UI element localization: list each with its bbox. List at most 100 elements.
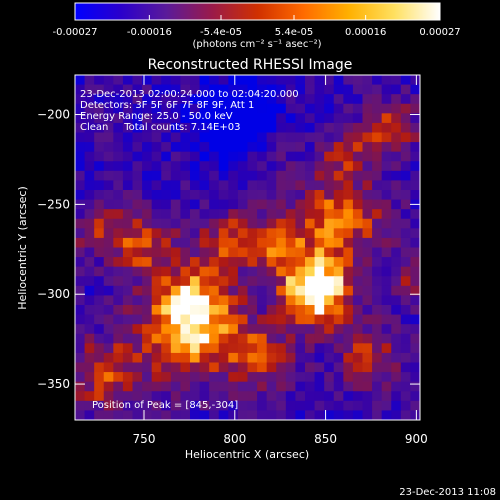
heatmap-cell (285, 84, 297, 95)
heatmap-cell (391, 142, 402, 153)
colorbar-units: (photons cm⁻² s⁻¹ asec⁻²) (192, 39, 321, 50)
heatmap-cell (151, 391, 162, 402)
heatmap-cell (199, 362, 210, 373)
heatmap-cell (314, 161, 325, 172)
heatmap-cell (218, 190, 229, 201)
heatmap-cell (151, 75, 162, 86)
heatmap-cell (305, 132, 316, 143)
heatmap-cell (247, 410, 258, 420)
heatmap-cell (151, 372, 162, 383)
heatmap-cell (180, 343, 191, 354)
heatmap-cell (295, 305, 306, 316)
heatmap-cell (142, 151, 153, 162)
heatmap-cell (228, 295, 239, 306)
heatmap-cell (237, 180, 249, 191)
heatmap-cell (84, 295, 95, 306)
heatmap-cell (75, 352, 86, 364)
heatmap-cell (142, 113, 153, 124)
heatmap-cell (180, 285, 191, 297)
heatmap-cell (314, 362, 325, 373)
heatmap-cell (343, 352, 354, 364)
heatmap-cell (209, 103, 220, 114)
heatmap-cell (84, 362, 95, 373)
heatmap-cell (113, 295, 124, 306)
heatmap-cell (218, 333, 229, 344)
heatmap-cell (410, 132, 420, 143)
heatmap-cell (343, 84, 354, 95)
heatmap-cell (276, 362, 287, 373)
heatmap-cell (333, 142, 344, 153)
heatmap-cell (161, 180, 172, 191)
heatmap-cell (352, 372, 364, 383)
heatmap-cell (343, 324, 354, 335)
heatmap-cell (410, 314, 420, 325)
heatmap-cell (84, 276, 95, 287)
heatmap-cell (372, 400, 383, 412)
heatmap-cell (151, 343, 162, 354)
heatmap-cell (199, 94, 210, 105)
heatmap-cell (94, 84, 105, 95)
heatmap-cell (180, 266, 191, 277)
heatmap-cell (237, 352, 249, 364)
heatmap-cell (190, 94, 201, 105)
heatmap-cell (362, 381, 373, 392)
heatmap-cell (218, 113, 229, 124)
heatmap-cell (343, 257, 354, 268)
heatmap-cell (333, 343, 344, 354)
heatmap-cell (170, 180, 182, 191)
heatmap-cell (391, 75, 402, 86)
heatmap-cell (132, 132, 143, 143)
y-axis-ticks: −200 −250 −300 −350 (37, 108, 420, 391)
heatmap-cell (257, 228, 268, 239)
heatmap-cell (103, 113, 114, 124)
heatmap-cell (75, 295, 86, 306)
heatmap-cell (247, 228, 258, 239)
heatmap-cell (372, 381, 383, 392)
heatmap-cell (305, 314, 316, 325)
heatmap-cell (314, 333, 325, 344)
heatmap-cell (410, 142, 420, 153)
heatmap-cell (142, 305, 153, 316)
heatmap-cell (381, 180, 392, 191)
heatmap-cell (209, 199, 220, 210)
heatmap-cell (285, 285, 297, 297)
heatmap-cell (276, 161, 287, 172)
heatmap-cell (285, 180, 297, 191)
heatmap-cell (75, 314, 86, 325)
heatmap-cell (276, 410, 287, 420)
heatmap-cell (103, 180, 114, 191)
heatmap-cell (180, 391, 191, 402)
heatmap-cell (391, 305, 402, 316)
heatmap-cell (266, 122, 277, 134)
heatmap-cell (170, 372, 182, 383)
heatmap-cell (190, 113, 201, 124)
heatmap-cell (218, 381, 229, 392)
heatmap-cell (228, 199, 239, 210)
heatmap-cell (161, 161, 172, 172)
heatmap-cell (228, 276, 239, 287)
heatmap-cell (410, 103, 420, 114)
heatmap-cell (170, 94, 182, 105)
heatmap-cell (132, 314, 143, 325)
heatmap-cell (352, 391, 364, 402)
heatmap-cell (237, 247, 249, 258)
heatmap-cell (161, 113, 172, 124)
heatmap-cell (190, 180, 201, 191)
heatmap-cell (75, 228, 86, 239)
heatmap-cell (352, 237, 364, 249)
heatmap-cell (247, 209, 258, 220)
footer-timestamp: 23-Dec-2013 11:08 (399, 487, 496, 498)
heatmap-cell (276, 247, 287, 258)
heatmap-cell (362, 209, 373, 220)
heatmap-cell (400, 372, 412, 383)
heatmap-cell (266, 266, 277, 277)
heatmap-cell (142, 276, 153, 287)
heatmap-cell (285, 314, 297, 325)
heatmap-cell (295, 199, 306, 210)
heatmap-cell (94, 113, 105, 124)
heatmap-cell (257, 113, 268, 124)
heatmap-cell (122, 228, 134, 239)
heatmap-cell (410, 209, 420, 220)
heatmap-cell (122, 75, 134, 86)
heatmap-cell (324, 84, 335, 95)
